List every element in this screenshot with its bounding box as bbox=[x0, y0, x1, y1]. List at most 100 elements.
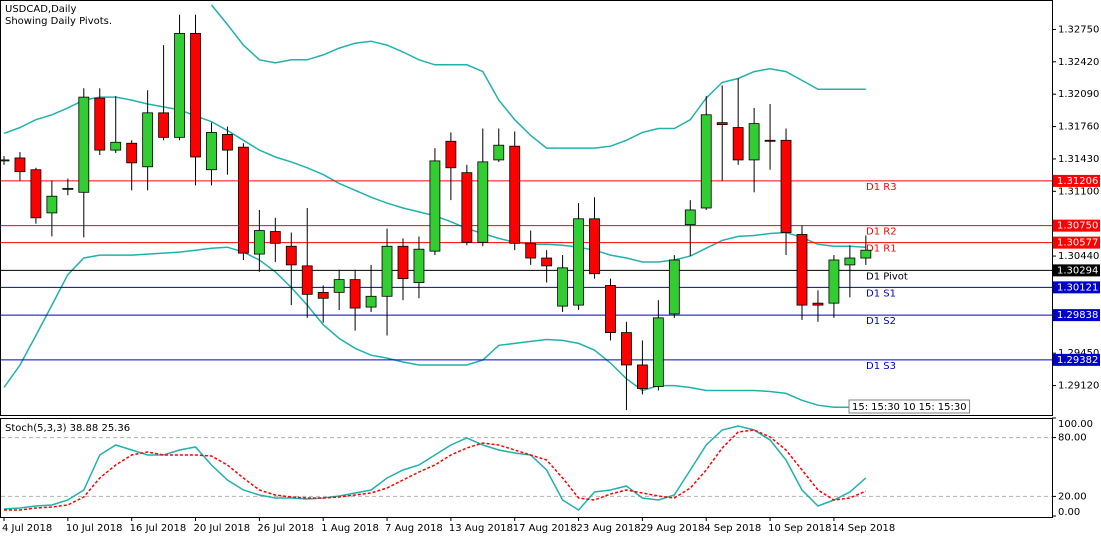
band-line bbox=[3, 246, 866, 408]
y-tick-label: 1.32090 bbox=[1058, 89, 1099, 100]
candle-body bbox=[333, 279, 345, 293]
x-tick-label: 23 Aug 2018 bbox=[577, 523, 641, 534]
pivot-label: D1 R2 bbox=[866, 227, 897, 238]
pivot-label: D1 Pivot bbox=[866, 271, 908, 282]
x-tick-label: 29 Aug 2018 bbox=[640, 523, 704, 534]
chart-subtitle: Showing Daily Pivots. bbox=[5, 16, 112, 27]
candle-body bbox=[30, 169, 42, 219]
candle-body bbox=[668, 259, 680, 315]
y-tick-label: 1.29120 bbox=[1058, 381, 1099, 392]
countdown-label: 15: bbox=[852, 402, 868, 413]
candle-body bbox=[557, 267, 568, 307]
candle-body bbox=[812, 302, 824, 306]
candle-body bbox=[237, 146, 249, 254]
candle-body bbox=[158, 112, 170, 138]
countdown-label: 15: bbox=[919, 402, 935, 413]
candle-body bbox=[445, 140, 457, 169]
candle-body bbox=[780, 139, 792, 233]
price-tag bbox=[1053, 174, 1100, 187]
candle-body bbox=[429, 160, 441, 252]
price-tag bbox=[1053, 219, 1100, 232]
y-tick-label: 100.00 bbox=[1058, 419, 1093, 430]
candle-body bbox=[461, 172, 473, 243]
x-tick-label: 1 Aug 2018 bbox=[321, 523, 379, 534]
y-tick-label: 1.31760 bbox=[1058, 122, 1099, 133]
candle-body bbox=[541, 257, 553, 267]
stoch-panel bbox=[0, 418, 1053, 518]
candle-body bbox=[764, 139, 776, 142]
price-tag bbox=[1053, 264, 1100, 277]
x-tick-label: 10 Jul 2018 bbox=[66, 523, 123, 534]
x-tick-label: 10 Sep 2018 bbox=[768, 523, 831, 534]
y-tick-label: 80.00 bbox=[1058, 433, 1087, 444]
candle-body bbox=[46, 195, 58, 214]
axes: 1.29120 1.29450 1.30440 1.31100 1.31430 1.317… bbox=[2, 24, 1100, 534]
candle-body bbox=[828, 259, 840, 304]
candle-body bbox=[493, 144, 505, 161]
candle-body bbox=[317, 291, 329, 299]
stoch-line bbox=[4, 429, 867, 511]
x-tick-label: 26 Jul 2018 bbox=[257, 523, 314, 534]
x-tick-label: 13 Aug 2018 bbox=[449, 523, 513, 534]
pivot-label: D1 S2 bbox=[866, 316, 896, 327]
y-tick-label: 1.31100 bbox=[1058, 186, 1099, 197]
candle-body bbox=[206, 132, 217, 171]
candle-body bbox=[349, 279, 361, 309]
price-tag bbox=[1053, 236, 1100, 249]
candle-body bbox=[413, 248, 425, 283]
price-tag bbox=[1053, 309, 1100, 322]
candle-body bbox=[477, 161, 489, 243]
band-line bbox=[210, 4, 866, 149]
x-tick-label: 4 Sep 2018 bbox=[704, 523, 761, 534]
candle-body bbox=[716, 122, 728, 125]
candle-body bbox=[621, 332, 632, 366]
candle-body bbox=[573, 218, 584, 306]
candle-body bbox=[589, 218, 600, 275]
candle-body bbox=[269, 231, 281, 244]
candle-body bbox=[860, 249, 872, 259]
candle-body bbox=[605, 285, 616, 333]
y-tick-label: 0.00 bbox=[1058, 507, 1080, 518]
x-tick-label: 14 Sep 2018 bbox=[832, 523, 895, 534]
y-tick-label: 1.30440 bbox=[1058, 251, 1099, 262]
price-tag-label: 1.30750 bbox=[1057, 221, 1098, 232]
candle-body bbox=[732, 127, 744, 161]
candle-body bbox=[365, 295, 377, 308]
candle-body bbox=[700, 114, 712, 209]
x-tick-label: 17 Aug 2018 bbox=[513, 523, 577, 534]
candle-body bbox=[78, 96, 90, 193]
x-tick-label: 7 Aug 2018 bbox=[385, 523, 443, 534]
pivot-label: D1 S3 bbox=[866, 361, 896, 372]
x-tick-label: 20 Jul 2018 bbox=[194, 523, 251, 534]
price-tag-label: 1.30577 bbox=[1057, 238, 1098, 249]
price-tag bbox=[1053, 281, 1100, 294]
candle-body bbox=[110, 141, 122, 151]
candle-body bbox=[126, 142, 138, 164]
price-tag-label: 1.29838 bbox=[1057, 310, 1098, 321]
main-panel bbox=[0, 0, 1053, 416]
candle-body bbox=[637, 364, 648, 389]
candle-body bbox=[652, 317, 664, 387]
chart-title: USDCAD,Daily bbox=[5, 4, 76, 15]
candle-body bbox=[301, 265, 313, 295]
candle-body bbox=[381, 245, 393, 297]
candle-body bbox=[684, 209, 696, 226]
price-tag bbox=[1053, 353, 1100, 366]
candle-body bbox=[748, 123, 760, 161]
price-tag-label: 1.30121 bbox=[1057, 282, 1098, 293]
candle-body bbox=[796, 234, 808, 306]
candle-body bbox=[1, 159, 10, 162]
countdown-box bbox=[848, 399, 971, 414]
candle-body bbox=[397, 245, 409, 280]
price-tag-label: 1.31206 bbox=[1057, 176, 1098, 187]
countdown-label: 15:30 bbox=[871, 402, 900, 413]
candle-body bbox=[62, 187, 74, 190]
y-tick-label: 1.32420 bbox=[1058, 57, 1099, 68]
stoch-plot bbox=[1, 425, 1052, 511]
candle-body bbox=[142, 112, 154, 168]
candle-body bbox=[844, 257, 856, 266]
pivot-label: D1 R3 bbox=[866, 182, 897, 193]
pivot-label: D1 R1 bbox=[866, 244, 897, 255]
pivot-label: D1 S1 bbox=[866, 288, 896, 299]
